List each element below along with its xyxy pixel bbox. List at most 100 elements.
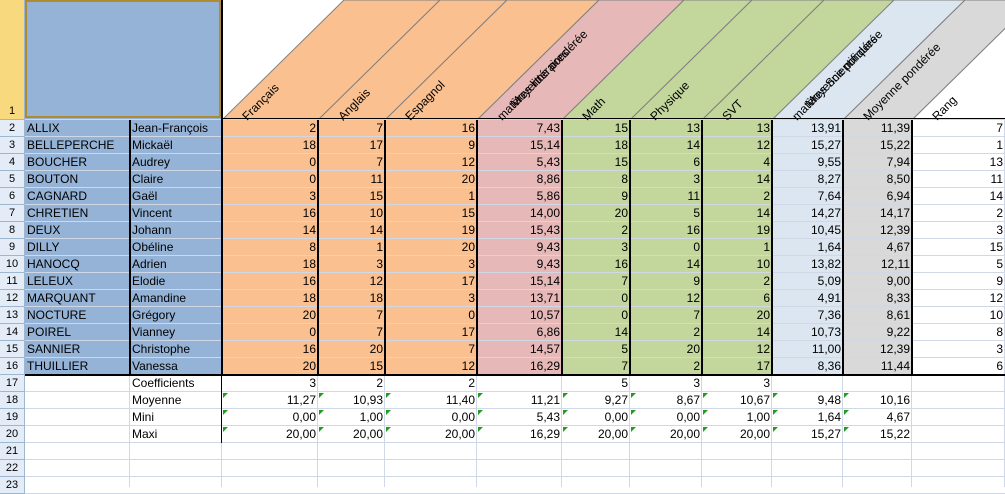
cell-grade[interactable]: 7,36 [817, 308, 841, 322]
cell-last-name[interactable]: BELLEPERCHE [27, 138, 115, 152]
cell-stat-value[interactable]: 10,93 [352, 393, 383, 407]
cell-stat-value[interactable]: 11,27 [286, 393, 316, 407]
cell-last-name[interactable]: CHRETIEN [27, 206, 89, 220]
cell-grade[interactable]: 1 [376, 240, 383, 254]
cell-grade[interactable]: 3 [996, 342, 1003, 356]
row-header[interactable]: 9 [0, 239, 25, 256]
cell-grade[interactable]: 0 [468, 308, 475, 322]
cell-grade[interactable]: 18 [614, 138, 628, 152]
row-header[interactable]: 8 [0, 222, 25, 239]
cell-grade[interactable]: 5,43 [536, 155, 560, 169]
cell-last-name[interactable]: NOCTURE [27, 308, 87, 322]
cell-stat-label[interactable]: Maxi [132, 427, 158, 441]
cell-last-name[interactable]: BOUTON [27, 172, 79, 186]
cell-grade[interactable]: 14,17 [879, 206, 910, 220]
row-header[interactable]: 18 [0, 392, 25, 409]
cell-stat-value[interactable]: 10,16 [879, 393, 910, 407]
cell-grade[interactable]: 9,22 [886, 325, 910, 339]
cell-grade[interactable]: 6 [996, 359, 1003, 373]
cell-stat-value[interactable]: 9,48 [817, 393, 841, 407]
cell-stat-label[interactable]: Coefficients [132, 376, 195, 390]
cell-grade[interactable]: 15 [369, 189, 383, 203]
cell-stat-value[interactable]: 20,00 [352, 427, 383, 441]
cell-grade[interactable]: 3 [621, 240, 628, 254]
cell-grade[interactable]: 7 [621, 274, 628, 288]
cell-grade[interactable]: 12 [989, 291, 1003, 305]
cell-grade[interactable]: 10,57 [529, 308, 560, 322]
row-header[interactable]: 22 [0, 460, 25, 477]
cell-grade[interactable]: 3 [693, 172, 700, 186]
cell-grade[interactable]: 1 [996, 138, 1003, 152]
cell-grade[interactable]: 10 [369, 206, 383, 220]
cell-stat-value[interactable]: 2 [468, 376, 475, 390]
cell-grade[interactable]: 7,94 [886, 155, 910, 169]
cell-stat-value[interactable]: 3 [763, 376, 770, 390]
cell-first-name[interactable]: Claire [132, 172, 164, 186]
cell-grade[interactable]: 16 [614, 257, 628, 271]
cell-grade[interactable]: 15 [614, 121, 628, 135]
cell-grade[interactable]: 13 [756, 121, 770, 135]
cell-grade[interactable]: 11 [687, 189, 700, 203]
cell-grade[interactable]: 13,91 [810, 121, 841, 135]
cell-grade[interactable]: 12 [461, 359, 475, 373]
cell-grade[interactable]: 11,00 [811, 342, 841, 356]
cell-grade[interactable]: 6 [763, 291, 770, 305]
cell-grade[interactable]: 13 [686, 121, 700, 135]
cell-stat-value[interactable]: 20,00 [669, 427, 700, 441]
cell-grade[interactable]: 20 [302, 359, 316, 373]
cell-last-name[interactable]: CAGNARD [27, 189, 88, 203]
cell-grade[interactable]: 8 [309, 240, 316, 254]
cell-grade[interactable]: 11,44 [880, 359, 910, 373]
cell-last-name[interactable]: ALLIX [27, 121, 60, 135]
cell-grade[interactable]: 14 [989, 189, 1003, 203]
cell-grade[interactable]: 9 [693, 274, 700, 288]
cell-grade[interactable]: 0 [309, 155, 316, 169]
cell-grade[interactable]: 0 [621, 308, 628, 322]
row-header[interactable]: 19 [0, 409, 25, 426]
cell-stat-value[interactable]: 1,64 [817, 410, 841, 424]
row-header[interactable]: 3 [0, 137, 25, 154]
cell-last-name[interactable]: HANOCQ [27, 257, 80, 271]
cell-grade[interactable]: 0 [621, 291, 628, 305]
cell-grade[interactable]: 17 [461, 274, 475, 288]
row-header[interactable]: 4 [0, 154, 25, 171]
cell-grade[interactable]: 0 [309, 325, 316, 339]
cell-grade[interactable]: 8 [621, 172, 628, 186]
cell-grade[interactable]: 16 [302, 206, 316, 220]
row-header[interactable]: 5 [0, 171, 25, 188]
cell-grade[interactable]: 4 [763, 155, 770, 169]
cell-stat-value[interactable] [912, 392, 1005, 409]
cell-grade[interactable]: 7 [376, 155, 383, 169]
cell-grade[interactable]: 14,27 [810, 206, 841, 220]
row-header[interactable]: 2 [0, 120, 25, 137]
row-header[interactable]: 12 [0, 290, 25, 307]
cell-grade[interactable]: 14 [614, 325, 628, 339]
row-header[interactable]: 6 [0, 188, 25, 205]
cell-grade[interactable]: 15 [461, 206, 475, 220]
cell-grade[interactable]: 14 [756, 325, 770, 339]
cell-stat-label[interactable]: Moyenne [132, 393, 182, 407]
cell-grade[interactable]: 1 [468, 189, 475, 203]
cell-grade[interactable]: 8,86 [536, 172, 560, 186]
cell-grade[interactable]: 20 [461, 240, 475, 254]
cell-grade[interactable]: 2 [621, 223, 628, 237]
cell-grade[interactable]: 9 [996, 274, 1003, 288]
row-header[interactable]: 13 [0, 307, 25, 324]
cell-grade[interactable]: 7,64 [817, 189, 841, 203]
cell-first-name[interactable]: Grégory [132, 308, 176, 322]
cell-stat-value[interactable]: 11,40 [445, 393, 475, 407]
row-header[interactable]: 11 [0, 273, 25, 290]
row-header[interactable]: 10 [0, 256, 25, 273]
cell-grade[interactable]: 7 [376, 325, 383, 339]
cell-grade[interactable]: 3 [468, 291, 475, 305]
cell-grade[interactable]: 9,00 [886, 274, 910, 288]
cell-grade[interactable]: 3 [376, 257, 383, 271]
cell-first-name[interactable]: Audrey [132, 155, 171, 169]
cell-last-name[interactable]: THUILLIER [27, 359, 89, 373]
cell-grade[interactable]: 15,14 [529, 274, 560, 288]
cell-grade[interactable]: 12 [756, 138, 770, 152]
cell-grade[interactable]: 14,57 [529, 342, 560, 356]
cell-grade[interactable]: 8 [996, 325, 1003, 339]
cell-first-name[interactable]: Vianney [132, 325, 176, 339]
